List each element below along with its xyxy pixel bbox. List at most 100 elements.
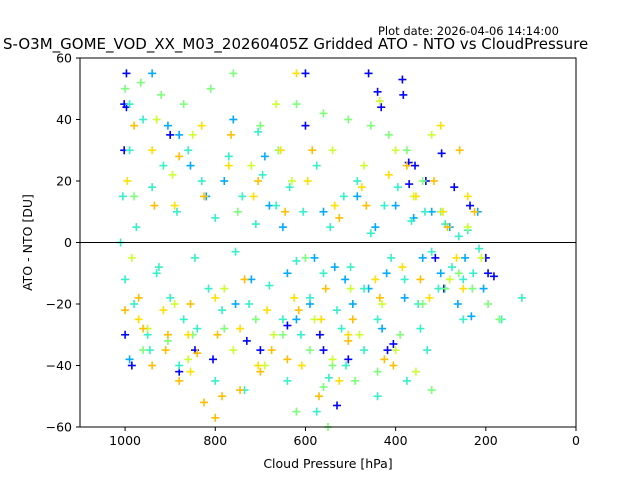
data-point [145,346,154,355]
data-point [360,161,369,170]
data-point [281,207,290,216]
data-point [175,361,184,370]
data-point [315,330,324,339]
data-point [154,263,163,272]
data-point [121,306,130,315]
data-point [292,407,301,416]
data-point [437,149,446,158]
data-point [341,275,350,284]
data-point [384,170,393,179]
data-point [346,284,355,293]
data-point [477,253,486,262]
data-point [319,346,328,355]
data-point [355,330,364,339]
data-point [308,146,317,155]
data-point [468,284,477,293]
data-point [157,90,166,99]
data-point [276,146,285,155]
data-point [387,253,396,262]
data-point [398,75,407,84]
data-point [405,180,414,189]
data-point [170,201,179,210]
data-point [186,300,195,308]
data-point [211,213,220,222]
data-point [452,253,461,262]
data-point [125,355,134,364]
data-point [292,69,301,78]
data-point [450,183,459,192]
data-point [463,223,472,232]
data-point [297,361,306,370]
data-point [344,336,353,345]
data-point [393,183,402,192]
data-points [116,69,526,431]
data-point [396,330,405,339]
data-point [317,315,326,324]
data-point [283,269,292,278]
data-point [229,69,238,78]
data-point [130,121,139,130]
data-point [218,392,227,401]
data-point [391,146,400,155]
data-point [375,293,384,302]
data-point [467,312,476,321]
data-point [159,161,168,170]
x-tick-label: 600 [294,433,318,448]
data-point [416,324,425,333]
data-point [463,192,472,201]
data-point [441,284,450,293]
data-point [453,300,462,308]
data-point [148,146,157,155]
data-point [263,306,272,315]
data-point [218,306,227,315]
data-point [134,293,143,302]
data-point [247,161,256,170]
data-point [466,201,475,210]
data-point [461,253,470,262]
data-point [123,177,132,185]
data-point [229,346,238,355]
data-point [184,330,193,339]
data-point [211,413,220,422]
data-point [328,355,337,364]
data-point [175,376,184,385]
data-point [150,201,159,210]
data-point [260,361,269,370]
data-point [357,183,366,192]
data-point [283,355,292,364]
data-point [411,192,420,201]
data-point [179,315,188,324]
data-point [314,392,323,401]
data-point [211,376,220,385]
data-point [125,100,134,109]
data-point [321,284,330,293]
data-point [233,207,242,216]
data-point [420,207,429,216]
data-point [296,330,305,339]
data-point [391,346,400,355]
data-point [469,269,478,278]
data-point [139,115,148,124]
data-point [294,306,303,315]
data-point [229,115,238,124]
data-point [130,300,139,308]
data-point [224,152,233,161]
data-point [238,192,247,201]
x-tick-label: 200 [474,433,498,448]
data-point [312,407,321,416]
data-point [391,201,400,210]
data-point [290,293,299,302]
data-point [168,170,177,179]
data-point [434,284,443,293]
data-point [148,69,157,78]
plot-date: Plot date: 2026-04-06 14:14:00 [378,24,559,38]
data-point [326,223,335,232]
data-point [121,275,130,284]
data-point [213,330,222,339]
data-point [335,376,344,385]
data-point [416,275,425,284]
data-point [484,300,493,308]
data-point [166,130,175,139]
data-point [125,146,134,155]
data-point [278,223,287,232]
